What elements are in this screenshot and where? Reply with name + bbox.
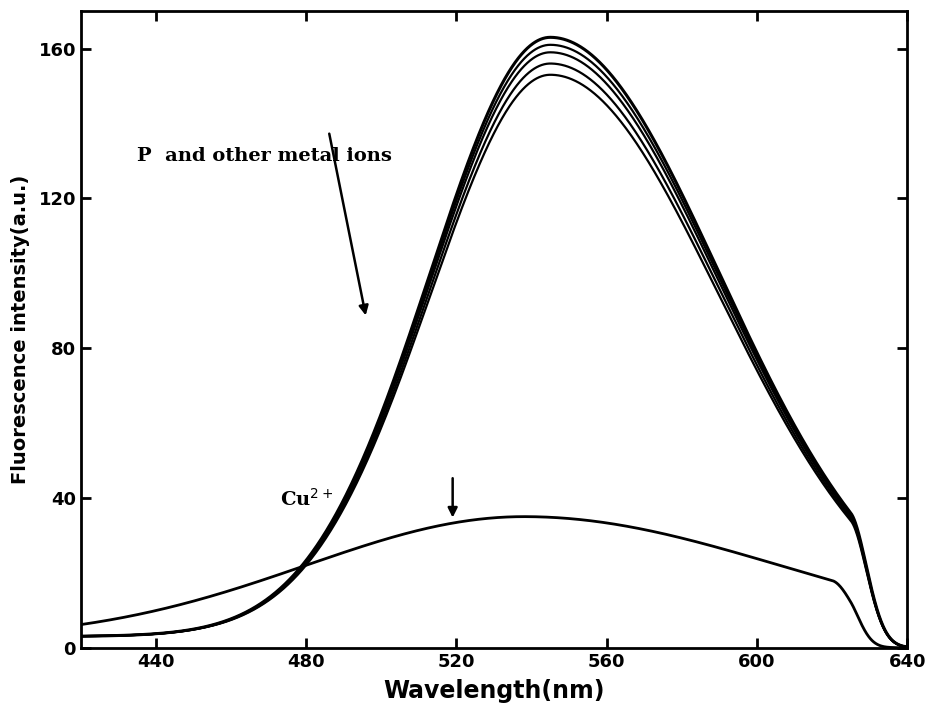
- X-axis label: Wavelength(nm): Wavelength(nm): [383, 679, 604, 703]
- Text: Cu$^{2+}$: Cu$^{2+}$: [280, 488, 333, 509]
- Y-axis label: Fluorescence intensity(a.u.): Fluorescence intensity(a.u.): [11, 175, 30, 484]
- Text: P  and other metal ions: P and other metal ions: [137, 147, 391, 165]
